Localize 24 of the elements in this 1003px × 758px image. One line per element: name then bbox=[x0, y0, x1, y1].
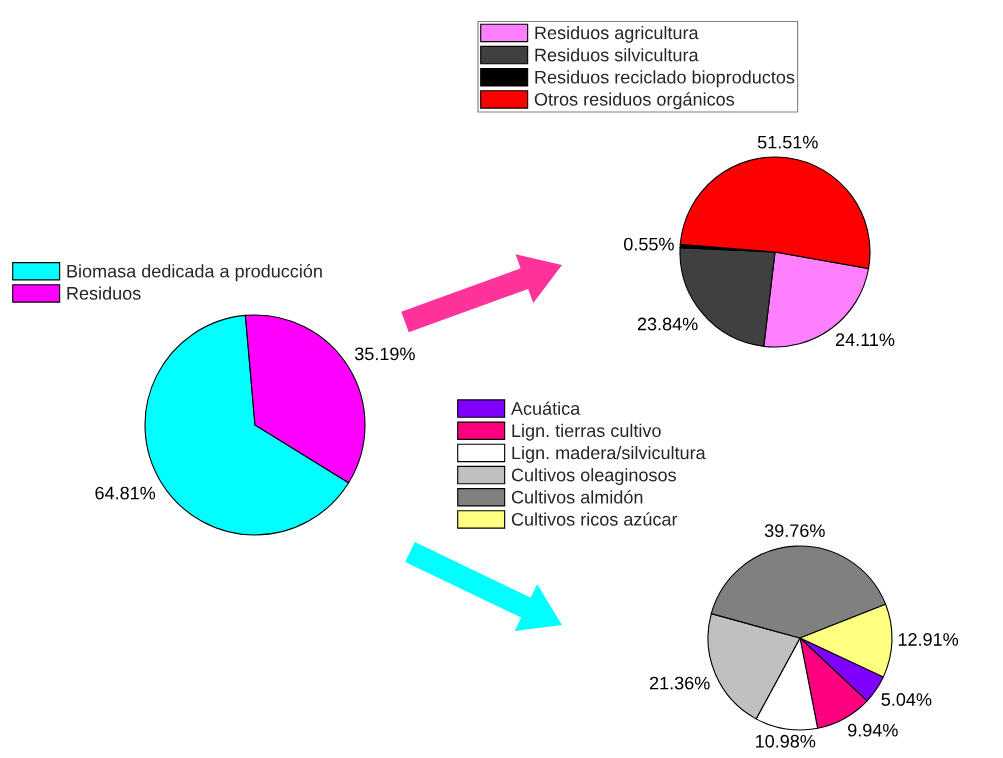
data-label: 5.04% bbox=[881, 693, 932, 706]
data-label: 10.98% bbox=[756, 734, 816, 748]
legend-label: Residuos bbox=[67, 286, 141, 300]
legend-label: Acuática bbox=[511, 401, 581, 415]
legend-label: Lign. madera/silvicultura bbox=[512, 445, 706, 463]
legend-label: Residuos silvicultura bbox=[535, 48, 699, 62]
legend-label: Otros residuos orgánicos bbox=[534, 92, 735, 110]
data-label: 12.91% bbox=[898, 633, 959, 646]
data-label: 23.84% bbox=[637, 317, 698, 331]
legend-label: Cultivos oleaginosos bbox=[511, 468, 676, 485]
data-label: 35.19% bbox=[354, 347, 415, 361]
legend-label: Residuos agricultura bbox=[535, 25, 699, 43]
data-label: 21.36% bbox=[649, 676, 710, 690]
data-label: 51.51% bbox=[757, 135, 818, 149]
data-label: 64.81% bbox=[95, 486, 156, 500]
legend-label: Cultivos ricos azúcar bbox=[511, 512, 678, 526]
data-label: 0.55% bbox=[624, 237, 674, 251]
legend-label: Cultivos almidón bbox=[511, 490, 643, 504]
data-label: 39.76% bbox=[764, 524, 825, 538]
data-label: 24.11% bbox=[835, 333, 895, 347]
legend-label: Biomasa dedicada a producción bbox=[67, 264, 322, 282]
legend-label: Lign. tierras cultivo bbox=[512, 423, 661, 441]
data-label: 9.94% bbox=[848, 723, 898, 737]
legend-label: Residuos reciclado bioproductos bbox=[535, 70, 795, 88]
